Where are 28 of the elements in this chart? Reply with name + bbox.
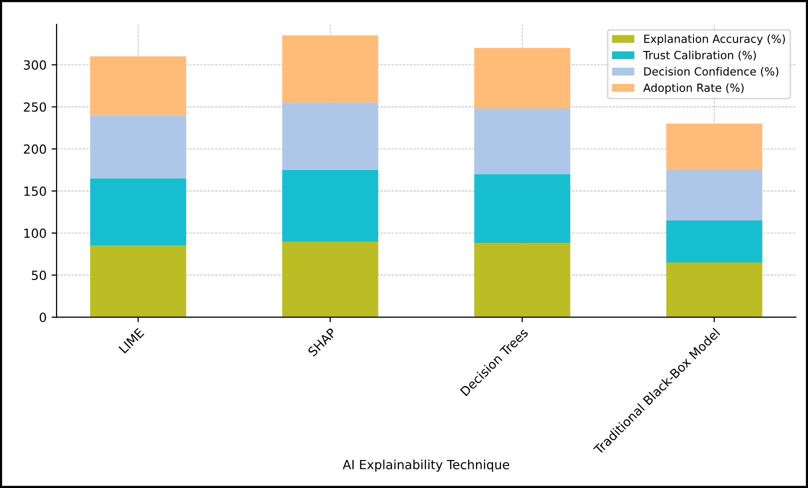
bar: [474, 48, 570, 109]
legend-label: Adoption Rate (%): [643, 83, 744, 94]
y-tick-label: 150: [24, 186, 46, 196]
y-tick-label: 50: [32, 270, 46, 280]
bar: [282, 35, 378, 103]
bar: [666, 124, 762, 170]
y-tick-label: 250: [24, 102, 46, 112]
y-tick-label: 0: [40, 312, 46, 322]
legend-label: Explanation Accuracy (%): [644, 34, 785, 46]
bar: [282, 170, 378, 242]
bar: [90, 178, 186, 246]
bar: [474, 243, 570, 318]
bar: [666, 170, 762, 220]
bar: [90, 115, 186, 178]
legend-label: Decision Confidence (%): [644, 67, 778, 77]
bar: [666, 262, 762, 318]
bar: [474, 108, 570, 174]
y-tick-label: 100: [24, 228, 46, 238]
bar: [90, 56, 186, 116]
bar: [474, 174, 570, 244]
legend-label: Trust Calibration (%): [643, 50, 756, 61]
x-axis-title: AI Explainability Technique: [342, 460, 510, 472]
bar: [90, 246, 186, 318]
bar: [282, 102, 378, 170]
y-tick-label: 200: [24, 144, 46, 154]
y-tick-label: 300: [24, 60, 46, 70]
bar: [282, 241, 378, 318]
bar: [666, 220, 762, 263]
